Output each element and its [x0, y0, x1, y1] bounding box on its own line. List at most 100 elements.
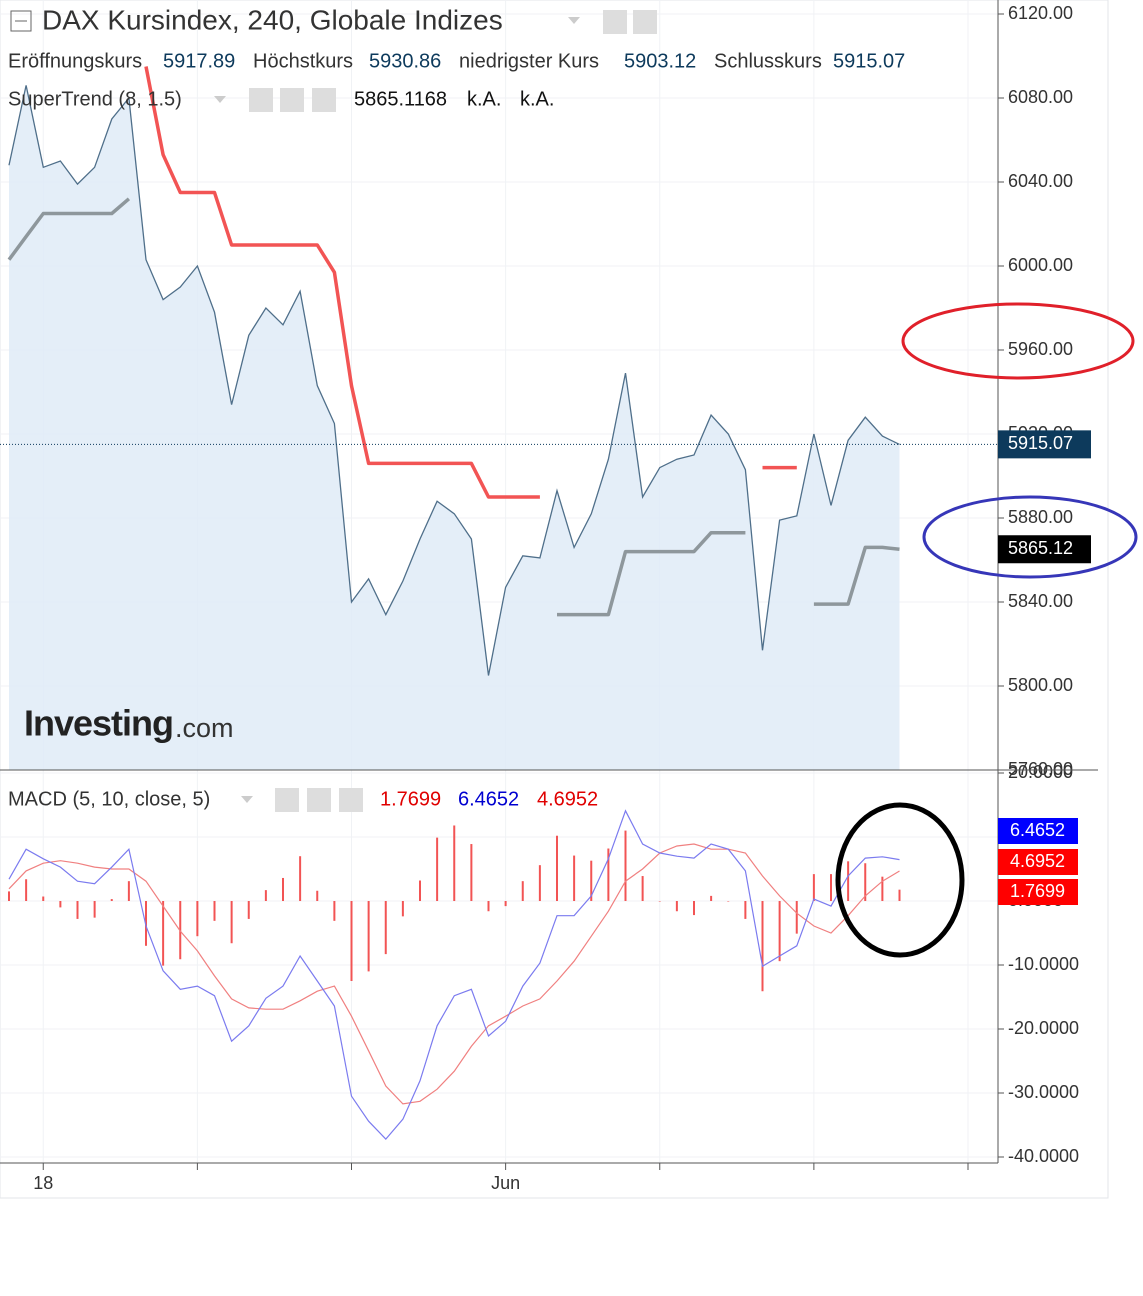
histogram-bar [607, 848, 610, 901]
value-badge-label: 6.4652 [1010, 820, 1065, 840]
y-tick-label: -20.0000 [1008, 1018, 1079, 1038]
y-tick-label: 6120.00 [1008, 3, 1073, 23]
price-line [8, 85, 900, 676]
y-tick-label: 6040.00 [1008, 171, 1073, 191]
y-tick-label: 5800.00 [1008, 675, 1073, 695]
watermark: .com [175, 713, 234, 743]
histogram-bar [898, 889, 901, 901]
y-tick-label: -40.0000 [1008, 1146, 1079, 1166]
histogram-bar [573, 855, 576, 901]
histogram-bar [453, 825, 456, 901]
indicator-value: 6.4652 [458, 788, 519, 810]
histogram-bar [470, 844, 473, 901]
histogram-bar [110, 899, 113, 901]
annotation-ellipse [901, 302, 1135, 380]
ohlc-label: Höchstkurs [253, 50, 353, 72]
watermark: Investing [24, 703, 173, 744]
ohlc-value: 5903.12 [624, 50, 696, 72]
settings-icon[interactable] [633, 10, 657, 34]
indicator-name: MACD (5, 10, close, 5) [8, 788, 210, 810]
histogram-bar [367, 901, 370, 972]
annotation-ellipse [922, 495, 1138, 579]
ohlc-label: Eröffnungskurs [8, 50, 142, 72]
histogram-bar [436, 837, 439, 901]
histogram-bar [59, 901, 62, 908]
histogram-bar [316, 890, 319, 901]
collapse-icon[interactable] [10, 10, 32, 32]
dropdown-icon[interactable] [214, 96, 226, 103]
histogram-bar [778, 901, 781, 962]
value-badge [998, 818, 1078, 844]
histogram-bar [693, 901, 695, 916]
y-tick-label: -10.0000 [1008, 954, 1079, 974]
histogram-bar [8, 891, 10, 901]
histogram-bar [299, 856, 302, 901]
y-tick-label: 5880.00 [1008, 507, 1073, 527]
histogram-bar [624, 830, 627, 901]
value-badge-label: 4.6952 [1010, 851, 1065, 871]
histogram-bar [556, 835, 558, 901]
indicator-value: 5865.1168 [354, 88, 447, 110]
histogram-bar [795, 901, 798, 934]
ohlc-label: Schlusskurs [714, 50, 822, 72]
histogram-bar [230, 901, 233, 944]
histogram-bar [401, 901, 404, 917]
supertrend-label: 5865.12 [1008, 538, 1073, 558]
y-tick-label: -30.0000 [1008, 1082, 1079, 1102]
histogram-bar [419, 880, 421, 901]
indicator-value: 1.7699 [380, 788, 441, 810]
histogram-bar [350, 901, 353, 981]
eye-icon[interactable] [275, 788, 299, 812]
dropdown-icon[interactable] [241, 796, 253, 803]
value-badge-label: 1.7699 [1010, 881, 1065, 901]
macd-line [8, 809, 900, 1140]
histogram-bar [710, 895, 713, 901]
last-price-badge [998, 430, 1091, 459]
histogram-bar [264, 890, 267, 901]
histogram-bar [727, 901, 730, 902]
settings-icon[interactable] [280, 88, 304, 112]
histogram-bar [675, 901, 678, 912]
y-tick-label: 5840.00 [1008, 591, 1073, 611]
supertrend-down [144, 66, 797, 499]
histogram-bar [25, 879, 28, 901]
histogram-bar [641, 876, 644, 901]
histogram-bar [384, 901, 387, 955]
value-badge [998, 849, 1078, 875]
signal-line [8, 843, 900, 1105]
histogram-bar [333, 901, 336, 921]
histogram-bar [847, 861, 850, 901]
histogram-bar [162, 901, 165, 966]
histogram-bar [213, 901, 216, 921]
eye-icon[interactable] [603, 10, 627, 34]
histogram-bar [812, 874, 815, 901]
histogram-bar [282, 877, 284, 901]
ohlc-value: 5915.07 [833, 50, 905, 72]
histogram-bar [864, 863, 867, 901]
histogram-bar [127, 881, 130, 901]
y-tick-label: 20.0000 [1008, 762, 1073, 782]
histogram-bar [761, 901, 764, 992]
histogram-bar [590, 860, 593, 901]
histogram-bar [881, 876, 884, 901]
price-area [9, 85, 900, 770]
histogram-bar [830, 874, 832, 901]
close-icon[interactable] [312, 88, 336, 112]
histogram-bar [658, 901, 661, 902]
dropdown-icon[interactable] [568, 17, 580, 24]
histogram-bar [744, 901, 747, 919]
settings-icon[interactable] [307, 788, 331, 812]
ohlc-label: niedrigster Kurs [459, 50, 599, 72]
eye-icon[interactable] [249, 88, 273, 112]
histogram-bar [42, 896, 45, 901]
ohlc-value: 5930.86 [369, 50, 441, 72]
indicator-name: SuperTrend (8, 1.5) [8, 88, 182, 110]
chart-title: DAX Kursindex, 240, Globale Indizes [42, 4, 503, 35]
indicator-value: 4.6952 [537, 788, 598, 810]
supertrend-up [7, 197, 900, 617]
close-icon[interactable] [339, 788, 363, 812]
last-price-label: 5915.07 [1008, 433, 1073, 453]
indicator-value: k.A. [520, 88, 554, 110]
value-badge [998, 879, 1078, 905]
